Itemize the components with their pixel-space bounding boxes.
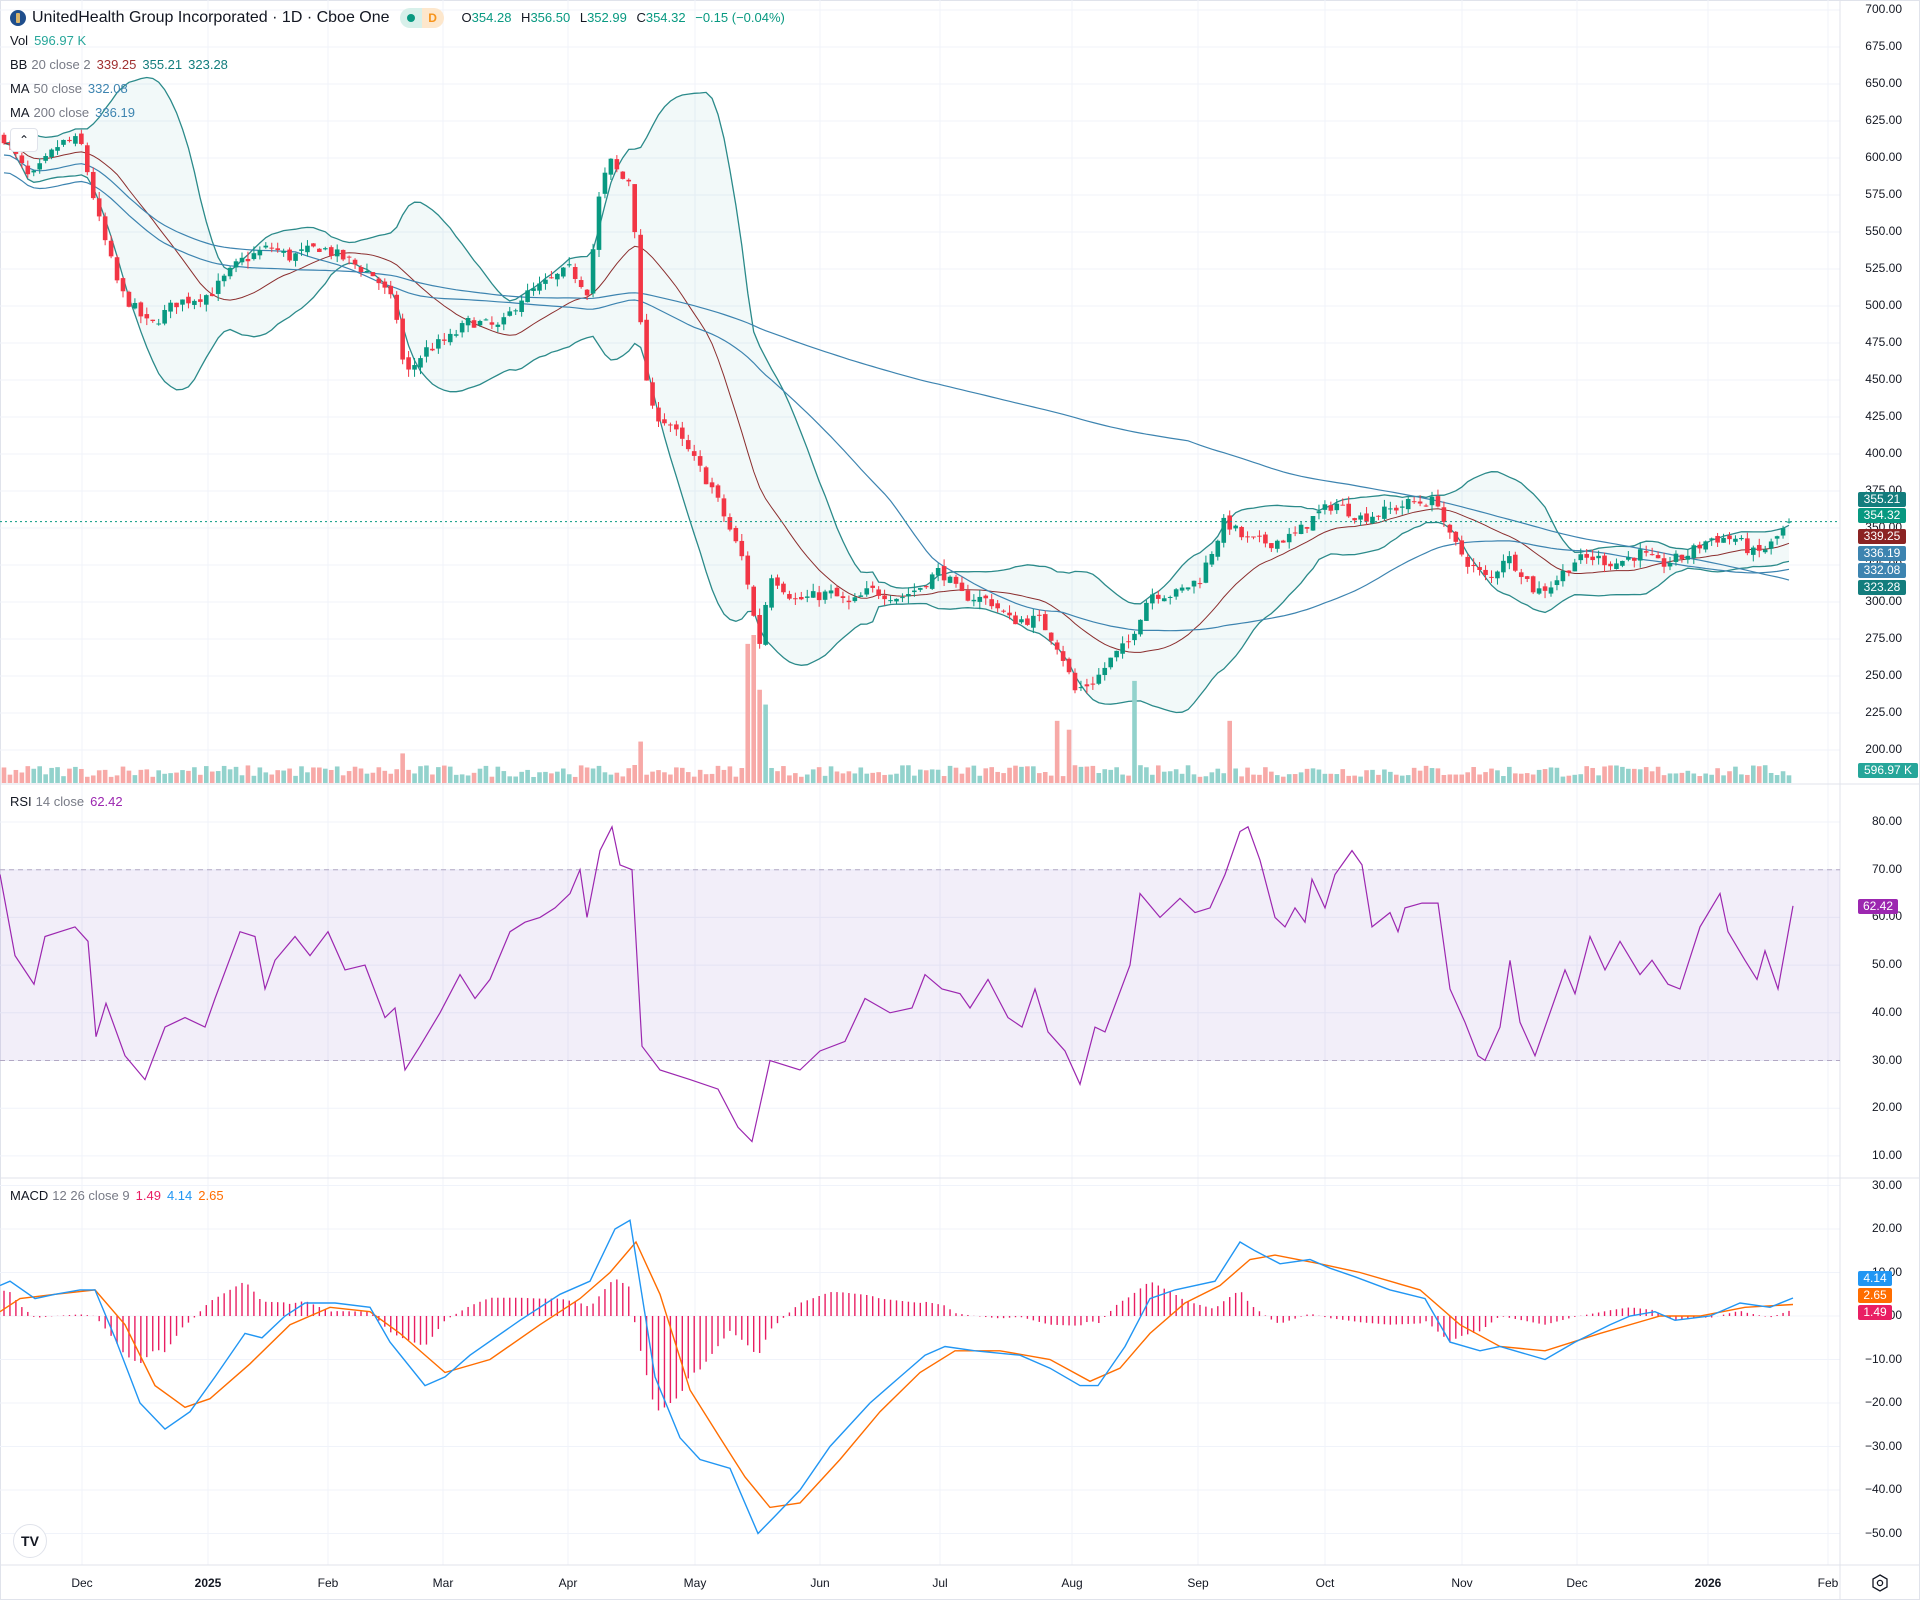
macd-value-tag: 4.14 (1858, 1271, 1892, 1286)
price-tag: 355.21 (1858, 492, 1906, 507)
bollinger-bands (3, 76, 1790, 714)
macd-axis-label: −30.00 (1864, 1438, 1902, 1453)
price-candles (1, 129, 1792, 694)
collapse-legend-button[interactable]: ⌃ (10, 128, 38, 152)
price-tag: 336.19 (1858, 546, 1906, 561)
time-axis-label: Dec (1566, 1576, 1588, 1590)
symbol-title[interactable]: UnitedHealth Group Incorporated · 1D · C… (32, 9, 390, 26)
price-axis-label: 675.00 (1865, 39, 1902, 53)
price-axis-label: 600.00 (1865, 150, 1902, 164)
legend-bollinger[interactable]: BB 20 close 2 339.25 355.21 323.28 (10, 57, 228, 72)
price-axis-label: 475.00 (1865, 335, 1902, 349)
rsi-axis-label: 10.00 (1871, 1147, 1902, 1162)
price-axis-label: 500.00 (1865, 298, 1902, 312)
rsi-value-tag: 62.42 (1858, 898, 1898, 914)
price-tag: 339.25 (1858, 529, 1906, 544)
price-axis-label: 450.00 (1865, 372, 1902, 386)
time-axis-label: 2025 (194, 1576, 222, 1590)
macd-axis-label: −40.00 (1864, 1482, 1902, 1496)
time-axis-label: Jul (932, 1576, 948, 1590)
time-axis-label: Jun (810, 1576, 830, 1590)
macd-pane (0, 1219, 1794, 1535)
rsi-axis-label: 20.00 (1871, 1100, 1902, 1115)
macd-axis-label: 20.00 (1871, 1221, 1902, 1235)
time-axis-label: Nov (1451, 1576, 1473, 1590)
price-axis-label: 650.00 (1865, 76, 1902, 90)
ma200-line (3, 172, 1790, 581)
price-axis-label: 525.00 (1865, 261, 1902, 275)
time-axis-label: Sep (1187, 1576, 1209, 1590)
price-axis-label: 300.00 (1865, 594, 1902, 608)
price-axis-label: 250.00 (1865, 668, 1902, 682)
legend-ma200[interactable]: MA 200 close 336.19 (10, 105, 135, 120)
time-axis-label: Feb (1817, 1576, 1839, 1590)
price-tag: 323.28 (1858, 580, 1906, 595)
price-axis-label: 200.00 (1865, 742, 1902, 756)
symbol-header: UnitedHealth Group Incorporated · 1D · C… (10, 8, 785, 28)
legend-rsi[interactable]: RSI 14 close 62.42 (10, 794, 123, 809)
volume-bars (1, 635, 1792, 783)
rsi-axis-label: 70.00 (1871, 861, 1902, 876)
legend-volume[interactable]: Vol 596.97 K (10, 33, 87, 48)
price-tag: 596.97 K (1858, 763, 1918, 778)
rsi-axis-label: 80.00 (1871, 814, 1902, 828)
macd-value-tag: 2.65 (1858, 1288, 1892, 1303)
market-open-icon (399, 8, 422, 28)
price-axis-label: 275.00 (1865, 631, 1902, 645)
time-axis-label: May (683, 1576, 707, 1590)
price-axis-label: 225.00 (1865, 705, 1902, 719)
price-axis-label: 575.00 (1865, 187, 1902, 201)
macd-axis-label: −20.00 (1864, 1395, 1902, 1409)
macd-axis-label: 30.00 (1871, 1177, 1902, 1192)
company-logo-icon (10, 10, 26, 26)
macd-value-tag: 1.49 (1858, 1305, 1892, 1320)
price-tag: 332.08 (1858, 563, 1906, 578)
price-axis-label: 625.00 (1865, 113, 1902, 127)
time-axis-label: Mar (432, 1576, 454, 1590)
legend-ma50[interactable]: MA 50 close 332.08 (10, 81, 128, 96)
chevron-up-icon: ⌃ (18, 133, 30, 147)
price-change: −0.15 (−0.04%) (695, 10, 785, 25)
tradingview-logo-icon[interactable]: TV (13, 1524, 47, 1558)
time-axis-label: Dec (71, 1576, 93, 1590)
price-axis-label: 700.00 (1865, 2, 1902, 16)
rsi-pane (0, 825, 1840, 1143)
time-axis-label: Apr (558, 1576, 578, 1590)
price-axis-label: 400.00 (1865, 446, 1902, 460)
rsi-axis-label: 40.00 (1871, 1004, 1902, 1019)
market-status-pill[interactable]: D (399, 8, 444, 28)
interval-badge: D (421, 8, 444, 28)
settings-gear-icon[interactable] (1871, 1574, 1889, 1592)
price-tag: 354.32 (1858, 508, 1906, 523)
price-axis-label: 550.00 (1865, 224, 1902, 238)
time-axis-label: Oct (1315, 1576, 1335, 1590)
time-axis-label: Feb (317, 1576, 339, 1590)
macd-axis-label: −50.00 (1864, 1525, 1902, 1540)
macd-axis-label: −10.00 (1864, 1351, 1902, 1366)
time-axis-label: Aug (1061, 1576, 1083, 1590)
ohlc-values: O354.28 H356.50 L352.99 C354.32 −0.15 (−… (461, 10, 785, 25)
time-axis-label: 2026 (1694, 1576, 1722, 1590)
legend-macd[interactable]: MACD 12 26 close 9 1.49 4.14 2.65 (10, 1188, 224, 1203)
rsi-axis-label: 50.00 (1871, 957, 1902, 972)
price-axis-label: 425.00 (1865, 409, 1902, 423)
rsi-axis-label: 30.00 (1871, 1052, 1902, 1067)
